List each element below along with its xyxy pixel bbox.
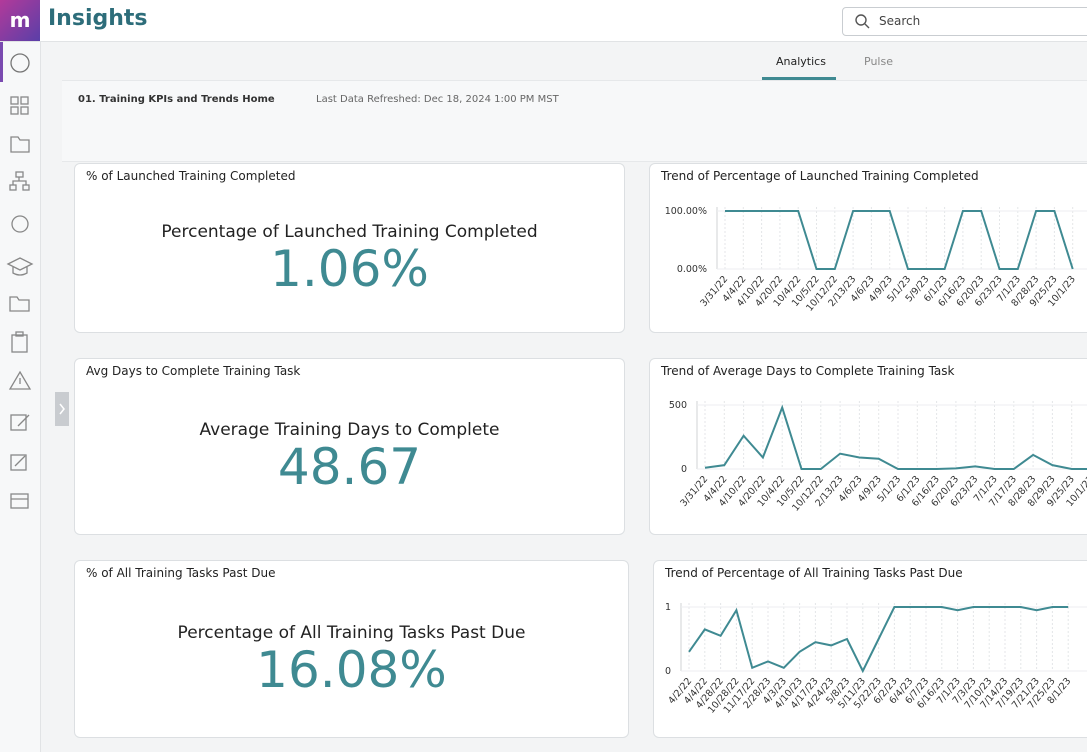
kpi-card: % of Launched Training Completed Percent… — [74, 163, 625, 333]
logo-mark: m — [10, 8, 31, 32]
kpi-value: 1.06% — [270, 240, 429, 298]
chart-card: Trend of Percentage of Launched Training… — [649, 163, 1087, 333]
chart-card: Trend of Percentage of All Training Task… — [653, 560, 1087, 738]
card-title: % of Launched Training Completed — [86, 169, 296, 183]
search-icon — [855, 14, 870, 29]
y-tick-label: 100.00% — [665, 206, 707, 217]
y-tick-label: 1 — [665, 602, 671, 613]
sidebar-icons — [0, 42, 34, 509]
svg-text:m: m — [10, 8, 31, 32]
trend-line — [704, 404, 1087, 470]
tab[interactable]: Analytics — [776, 55, 826, 68]
search-box[interactable]: Search — [842, 7, 1087, 36]
search-placeholder: Search — [879, 14, 921, 28]
kpi-label: Percentage of All Training Tasks Past Du… — [177, 623, 526, 643]
chart-title: Trend of Average Days to Complete Traini… — [661, 364, 955, 378]
dashboard-bar: 01. Training KPIs and Trends Home Last D… — [62, 80, 1087, 122]
chart-title: Trend of Percentage of Launched Training… — [661, 169, 979, 183]
kpi-value: 48.67 — [277, 438, 422, 496]
top-bar: m Insights Search — [0, 0, 1087, 42]
y-tick-label: 0 — [665, 666, 671, 677]
trend-line — [725, 210, 1074, 270]
kpi-value: 16.08% — [256, 641, 447, 699]
logo[interactable]: m — [0, 0, 40, 41]
refresh-note: Last Data Refreshed: Dec 18, 2024 1:00 P… — [316, 94, 559, 105]
app-title: Insights — [48, 6, 148, 31]
kpi-card: Avg Days to Complete Training Task Avera… — [74, 358, 625, 535]
chart: 3/31/224/4/224/10/224/20/2210/4/2210/5/2… — [665, 206, 1087, 314]
expand-handle[interactable] — [55, 392, 69, 426]
trend-line — [688, 606, 1069, 674]
kpi-label: Percentage of Launched Training Complete… — [161, 222, 538, 242]
tab-bar: Analytics Pulse — [62, 42, 1087, 80]
filter-band — [62, 121, 1087, 162]
y-tick-label: 500 — [669, 400, 687, 411]
chart: 3/31/224/4/224/10/224/20/2210/4/2210/5/2… — [669, 400, 1087, 514]
card-title: % of All Training Tasks Past Due — [86, 566, 276, 580]
y-tick-label: 0 — [681, 464, 687, 475]
sidebar — [0, 42, 69, 752]
kpi-label: Average Training Days to Complete — [199, 420, 500, 440]
tab[interactable]: Pulse — [864, 55, 893, 68]
chart-title: Trend of Percentage of All Training Task… — [665, 566, 963, 580]
y-tick-label: 0.00% — [677, 264, 707, 275]
chart-card: Trend of Average Days to Complete Traini… — [649, 358, 1087, 535]
dashboard-name: 01. Training KPIs and Trends Home — [78, 94, 275, 105]
kpi-card: % of All Training Tasks Past Due Percent… — [74, 560, 629, 738]
card-title: Avg Days to Complete Training Task — [86, 364, 301, 378]
chart: 4/2/224/4/224/28/2210/28/2211/17/222/28/… — [665, 602, 1087, 716]
tab-underline — [762, 77, 836, 80]
